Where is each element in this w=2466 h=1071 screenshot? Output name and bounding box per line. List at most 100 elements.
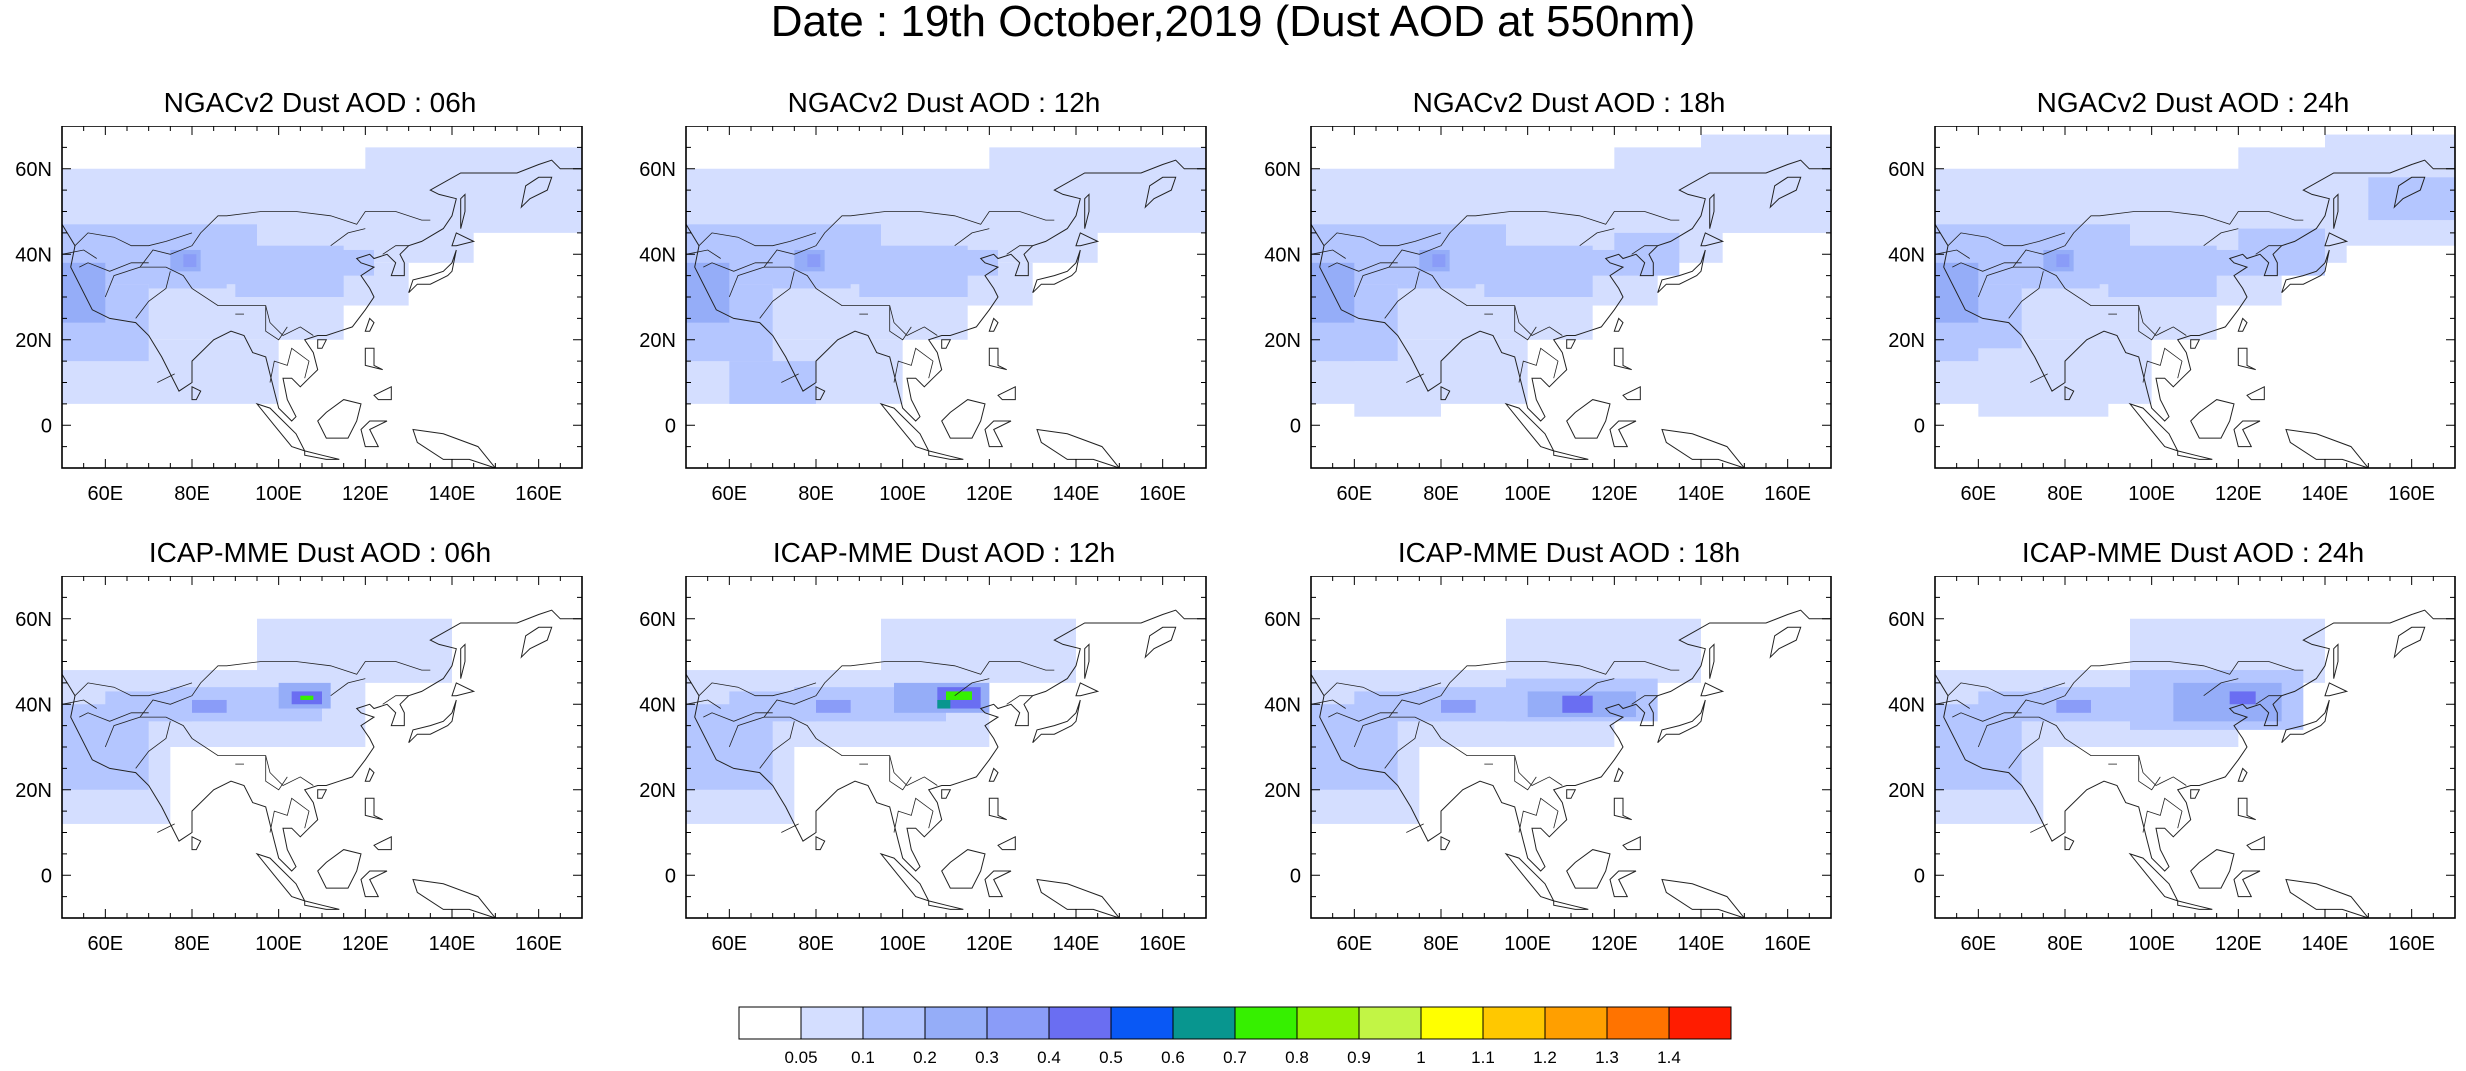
lon-tick-label: 160E <box>1139 483 1186 505</box>
country-border <box>382 695 409 705</box>
country-border <box>157 373 175 383</box>
country-border <box>1977 661 2304 748</box>
country-border <box>2203 678 2239 697</box>
coastline-layer <box>686 159 1206 468</box>
country-border <box>698 682 817 697</box>
lat-tick-label: 20N <box>639 780 676 802</box>
coastline <box>1935 159 2455 422</box>
island-outline <box>984 870 1012 898</box>
country-border <box>104 661 431 748</box>
island-outline <box>928 900 964 910</box>
coastline <box>686 159 1206 422</box>
lon-tick-label: 120E <box>966 483 1013 505</box>
country-border <box>781 373 799 383</box>
lat-tick-label: 0 <box>1290 415 1301 437</box>
lon-tick-label: 120E <box>2215 483 2262 505</box>
axis-ticks <box>685 126 1207 469</box>
country-border <box>2138 755 2161 791</box>
axis-ticks <box>61 126 583 469</box>
island-outline <box>520 176 553 209</box>
country-border <box>1952 262 2022 272</box>
lat-tick-label: 0 <box>1914 415 1925 437</box>
aod-cell <box>2108 245 2217 297</box>
country-border <box>2138 305 2161 341</box>
coastline <box>1311 159 1831 422</box>
island-outline <box>317 849 362 889</box>
aod-map: 60N 40N 20N 0 60E 80E 100E 120E 140E 160E <box>15 576 583 955</box>
country-border <box>62 699 97 709</box>
island-outline <box>2128 852 2179 902</box>
axis-ticks <box>1934 576 2456 919</box>
island-outline <box>2285 428 2369 468</box>
colorbar-label: 0.5 <box>1099 1048 1123 1066</box>
aod-map: 60N 40N 20N 0 60E 80E 100E 120E 140E 160E <box>639 126 1207 505</box>
island-outline <box>2237 347 2256 371</box>
country-border <box>135 721 171 769</box>
aod-field <box>1935 134 2455 417</box>
aod-cell <box>183 254 197 268</box>
figure-title: Date : 19th October,2019 (Dust AOD at 55… <box>770 0 1696 46</box>
lon-tick-label: 160E <box>515 933 562 955</box>
island-outline <box>364 797 383 821</box>
coastline-layer <box>686 609 1206 918</box>
lon-tick-label: 100E <box>879 933 926 955</box>
lon-tick-label: 80E <box>174 933 210 955</box>
aod-cell <box>1441 699 1476 713</box>
island-outline <box>1709 643 1715 679</box>
country-border <box>1518 347 1559 383</box>
country-border <box>1579 678 1615 697</box>
island-outline <box>1036 428 1120 468</box>
country-border <box>157 823 175 833</box>
lat-tick-label: 20N <box>15 330 52 352</box>
country-border <box>1328 262 1398 272</box>
country-border <box>1631 245 1658 255</box>
island-outline <box>2233 870 2261 898</box>
island-outline <box>1144 176 1177 209</box>
lat-tick-label: 60N <box>1264 159 1301 181</box>
island-outline <box>1032 249 1081 294</box>
lat-tick-label: 40N <box>15 694 52 716</box>
island-outline <box>941 849 986 889</box>
aod-cell <box>1978 691 2065 722</box>
aod-cell <box>1354 361 1441 417</box>
aod-field <box>1311 618 1701 824</box>
coastline-layer <box>62 159 582 468</box>
country-border <box>1353 211 1680 298</box>
colorbar-box <box>1420 1006 1484 1040</box>
map-panel: ICAP-MME Dust AOD : 12h 60N 40N 20N 0 60E 80E 1… <box>624 530 1224 970</box>
country-border <box>703 262 773 272</box>
coastline-layer <box>62 609 582 918</box>
island-outline <box>2237 797 2256 821</box>
aod-cell <box>2056 699 2091 713</box>
lon-tick-label: 100E <box>1504 483 1551 505</box>
country-border <box>74 232 193 247</box>
lon-tick-label: 80E <box>2047 933 2083 955</box>
lon-tick-label: 100E <box>255 483 302 505</box>
island-outline <box>1657 699 1706 744</box>
aod-cell <box>1562 695 1593 713</box>
colorbar-label: 1.4 <box>1657 1048 1681 1066</box>
country-border <box>1406 373 1424 383</box>
island-outline <box>928 450 964 460</box>
country-border <box>764 716 938 786</box>
lat-tick-label: 0 <box>41 865 52 887</box>
lon-tick-label: 60E <box>1337 933 1373 955</box>
axis-ticks <box>685 576 1207 919</box>
lon-tick-label: 60E <box>712 933 748 955</box>
island-outline <box>997 385 1016 401</box>
island-outline <box>2333 193 2339 229</box>
axis-ticks <box>61 576 583 919</box>
aod-cell <box>1484 245 1593 297</box>
coastline-layer <box>1935 159 2455 468</box>
island-outline <box>2064 835 2075 851</box>
panel-title: ICAP-MME Dust AOD : 18h <box>1397 537 1741 568</box>
lon-tick-label: 120E <box>342 483 389 505</box>
country-border <box>79 712 149 722</box>
island-outline <box>1700 682 1725 697</box>
island-outline <box>2281 699 2330 744</box>
lat-tick-label: 60N <box>15 609 52 631</box>
panel-title: ICAP-MME Dust AOD : 12h <box>772 537 1116 568</box>
island-outline <box>2281 249 2330 294</box>
lon-tick-label: 100E <box>879 483 926 505</box>
aod-colorbar: 0.05 0.1 0.2 0.3 0.4 0.5 0.6 0.7 0.8 0.9 1 1.1 1.2 1.… <box>738 1006 1732 1066</box>
